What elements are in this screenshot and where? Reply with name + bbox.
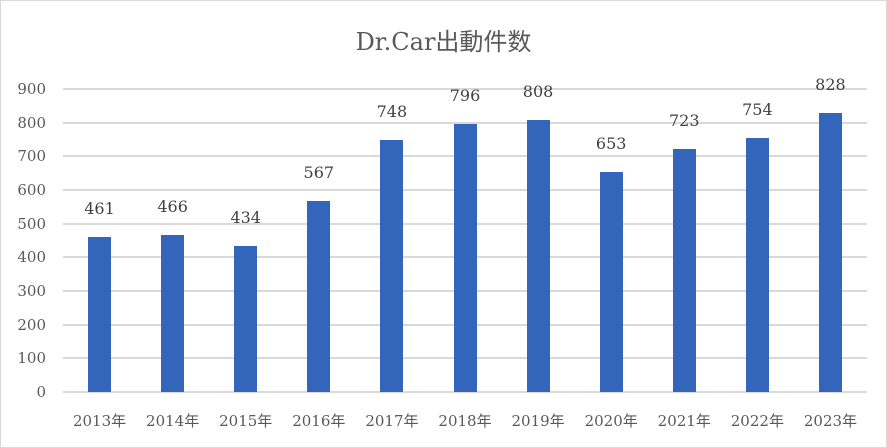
bar [380,140,404,392]
y-tick-label: 0 [36,383,46,401]
x-tick-label: 2015年 [219,412,273,430]
bar [453,124,477,392]
x-tick-label: 2014年 [146,412,200,430]
x-tick-label: 2023年 [803,412,858,430]
data-label: 466 [157,197,188,217]
y-tick-label: 900 [17,80,46,98]
data-label: 723 [668,110,700,130]
bar [88,236,112,392]
x-tick-label: 2020年 [584,412,638,430]
x-tick-label: 2021年 [657,412,711,430]
chart-title: Dr.Car出動件数 [355,28,532,56]
y-tick-label: 200 [17,315,46,334]
y-tick-label: 100 [17,349,46,368]
bar [526,119,550,392]
bar [599,172,623,392]
bar [818,113,842,392]
x-tick-label: 2019年 [511,412,565,430]
data-label: 748 [376,102,408,122]
gridline [63,121,867,124]
y-tick-label: 400 [17,248,46,267]
data-label: 828 [815,75,846,95]
x-tick-label: 2016年 [292,412,346,430]
x-tick-label: 2017年 [365,412,419,430]
bar [672,148,696,392]
x-tick-label: 2018年 [438,412,492,430]
y-tick-label: 600 [17,181,46,199]
y-tick-label: 300 [17,282,46,300]
gridline [63,391,867,393]
x-tick-label: 2022年 [730,412,784,430]
bar [307,201,331,392]
bar [234,245,258,392]
y-tick-label: 800 [17,113,46,132]
y-tick-label: 700 [17,147,46,166]
bar [745,138,769,392]
data-label: 567 [303,163,335,183]
data-label: 434 [230,207,261,227]
data-label: 461 [84,198,115,218]
data-label: 808 [522,81,554,101]
bar [161,235,185,392]
data-label: 796 [449,86,481,106]
x-tick-label: 2013年 [72,412,127,430]
data-label: 653 [595,134,627,154]
data-label: 754 [742,100,773,120]
plot-area: 461 466 434 567 748 796 808 653 723 754 828 [63,75,867,393]
y-tick-label: 500 [17,214,46,233]
gridline [63,88,867,90]
